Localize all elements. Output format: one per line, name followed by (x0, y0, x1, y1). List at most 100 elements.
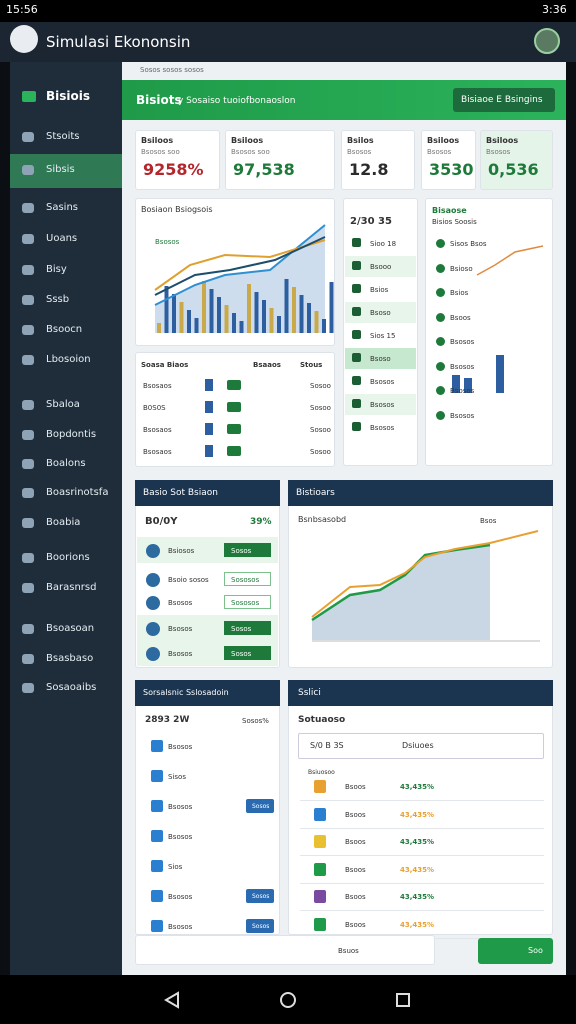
goals-title: Basio Sot Bsiaon (143, 488, 218, 498)
banner-title: Bisiots (136, 93, 182, 107)
chart-title: Bosiaon Bsiogsois (141, 205, 213, 214)
sidebar-item: Bisy (46, 264, 67, 275)
goals-icon (146, 647, 160, 661)
goals-summary: B0/0Y (145, 516, 178, 527)
sidebar-item: Sibsis (46, 164, 75, 175)
trend-line (476, 245, 544, 276)
sidebar-item: Lbosoion (46, 354, 91, 365)
avatar[interactable] (534, 28, 560, 54)
toolbar-button[interactable] (478, 938, 553, 964)
schedule-label: Bsosos (168, 923, 193, 931)
sidebar-icon[interactable] (22, 165, 34, 175)
sidebar-icon[interactable] (22, 132, 34, 142)
sidebar-icon[interactable] (22, 459, 34, 469)
sidebar-icon[interactable] (22, 325, 34, 335)
sidebar-icon[interactable] (22, 624, 34, 634)
sidebar-item: Boabia (46, 517, 81, 528)
chart-legend: Bsosos (155, 238, 180, 246)
goals-icon (146, 544, 160, 558)
kpi-sub: Bsosos soo (231, 148, 270, 156)
sidebar-item: Bopdontis (46, 429, 97, 440)
sidebar-icon[interactable] (22, 295, 34, 305)
trend-card (425, 198, 553, 466)
schedule-label: Bsosos (168, 803, 193, 811)
schedule-summary: 2893 2W (145, 715, 190, 725)
sidebar-icon[interactable] (22, 203, 34, 213)
select-row-value: 43,435% (400, 893, 435, 901)
table-cell: Sosoo (310, 426, 331, 434)
trend-icon (436, 386, 445, 395)
list-icon (352, 376, 361, 385)
select-dropdown[interactable] (298, 733, 544, 759)
schedule-badge-text: Sosos (252, 803, 270, 810)
trend-row: Bsosos (450, 338, 475, 346)
select-row-icon (314, 807, 326, 821)
status-battery: 3:36 (542, 3, 567, 16)
line-chart (154, 224, 334, 333)
goals-icon (146, 596, 160, 610)
sidebar-icon[interactable] (22, 683, 34, 693)
list-item: Bsosos (370, 424, 395, 432)
sidebar-icon[interactable] (22, 654, 34, 664)
goals-summary: 39% (250, 517, 272, 527)
sidebar-icon[interactable] (22, 583, 34, 593)
sidebar-item: Bsasbaso (46, 653, 94, 664)
toolbar-button-label: Soo (528, 946, 543, 955)
kpi-sub: Bsosos soo (141, 148, 180, 156)
schedule-label: Sisos (168, 773, 186, 781)
kpi-sub: Bsosos (347, 148, 372, 156)
kpi-label: Bsiloos (231, 136, 264, 145)
kpi-label: Bsiloos (141, 136, 174, 145)
list-item: Sios 15 (370, 332, 396, 340)
goals-badge (224, 595, 271, 609)
goals-badge (224, 543, 271, 557)
list-item: Bsosos (370, 378, 395, 386)
table-bar (205, 379, 213, 391)
toolbar-label: Bsuos (338, 947, 359, 955)
sidebar-icon[interactable] (22, 488, 34, 498)
schedule-label: Bsosos (168, 743, 193, 751)
schedule-title: Sorsalsnic Sslosadoin (143, 688, 229, 697)
list-title: 2/30 35 (350, 216, 392, 227)
trend-icon (436, 410, 445, 420)
select-card (288, 680, 553, 935)
sidebar-icon[interactable] (22, 430, 34, 440)
sidebar-icon[interactable] (22, 553, 34, 563)
goals-icon (146, 622, 160, 636)
sidebar-item: Sosaoaibs (46, 682, 97, 693)
kpi-sub: Bsosos (427, 148, 452, 156)
sidebar-icon[interactable] (22, 234, 34, 244)
select-title: Sslici (298, 688, 321, 698)
sidebar-item: Boalons (46, 458, 86, 469)
sidebar-item: Uoans (46, 233, 78, 244)
trend-title: Bisaose (432, 206, 467, 215)
stats-legend: Bsos (480, 517, 497, 525)
app-bar (0, 22, 576, 62)
table-header: Bsaaos (253, 361, 281, 369)
list-item: Sioo 18 (370, 240, 397, 248)
list-icon (352, 330, 361, 339)
status-time: 15:56 (6, 3, 38, 16)
sidebar-icon[interactable] (22, 265, 34, 275)
table-cell: Bsosaos (143, 382, 172, 390)
select-row-icon (314, 862, 326, 876)
sidebar-icon[interactable] (22, 355, 34, 365)
table-header: Soasa Biaos (141, 361, 189, 369)
trend-row: Bsioso (450, 264, 473, 273)
select-caption: Bsiuosoo (308, 769, 335, 776)
select-row-name: Bsoos (345, 865, 366, 874)
sidebar-icon[interactable] (22, 400, 34, 410)
table-header: Stous (300, 361, 323, 369)
goals-badge-text: Sososos (231, 599, 260, 607)
schedule-icon (151, 890, 163, 902)
dropdown-value: Dsiuoes (402, 741, 434, 750)
select-row-icon (314, 780, 326, 793)
banner-button[interactable] (453, 88, 555, 112)
dropdown-value: S/0 B 3S (310, 741, 344, 750)
sidebar-item: Boasrinotsfa (46, 487, 109, 498)
schedule-icon (151, 800, 163, 812)
banner-button-label: Bisiaoe E Bsingins (461, 95, 543, 105)
trend-row: Sisos Bsos (450, 240, 487, 248)
sidebar-icon[interactable] (22, 518, 34, 528)
back-button[interactable] (10, 25, 38, 53)
